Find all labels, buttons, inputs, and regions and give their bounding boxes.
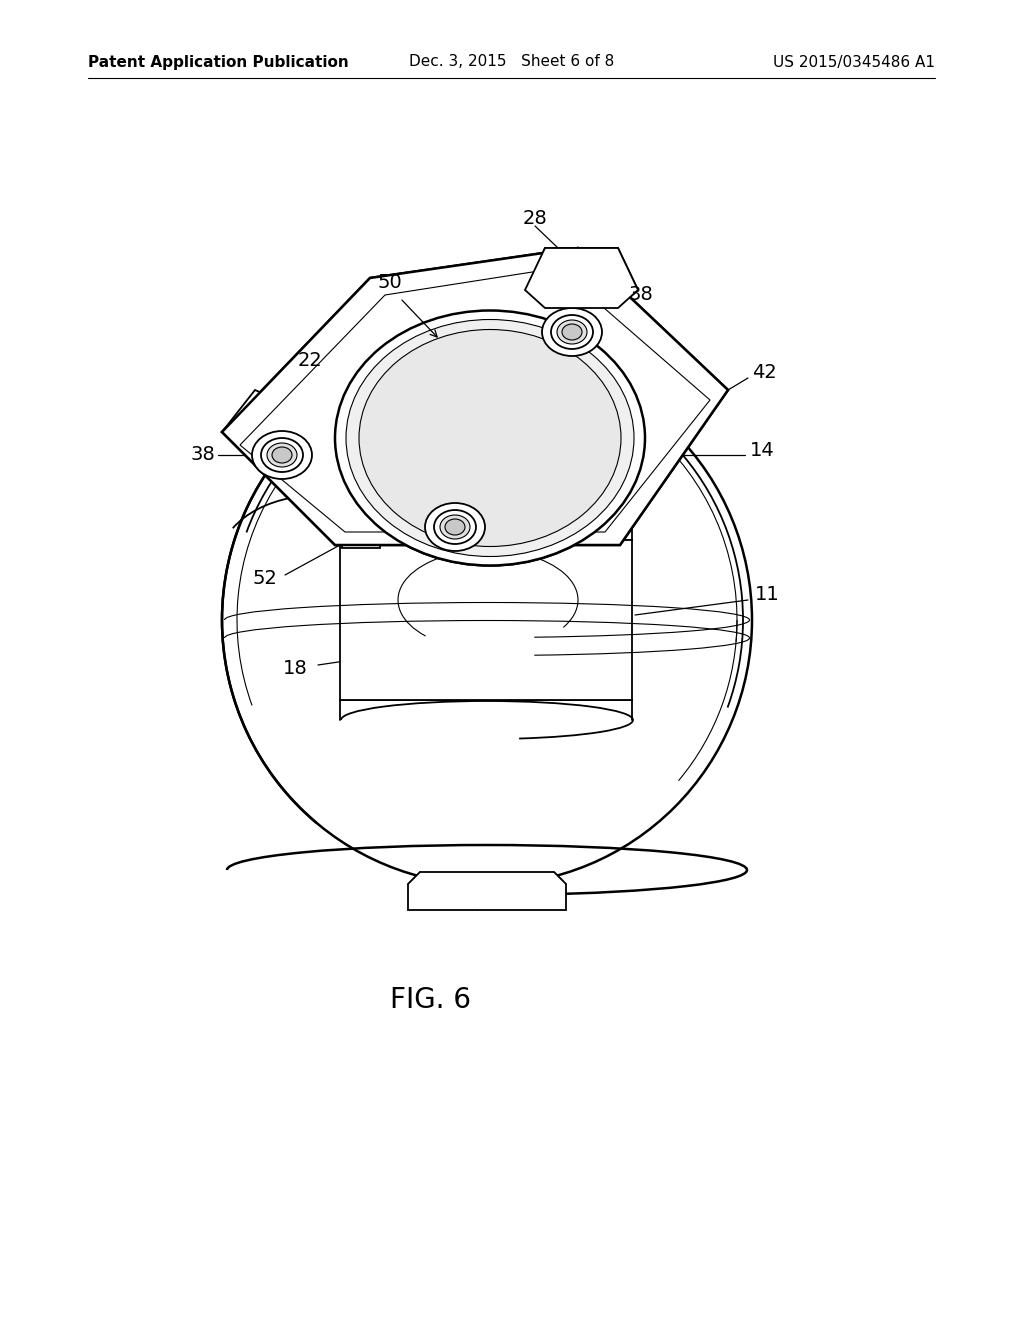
Text: Patent Application Publication: Patent Application Publication [88, 54, 349, 70]
Text: 28: 28 [522, 209, 548, 227]
Ellipse shape [425, 503, 485, 550]
Text: 38: 38 [190, 446, 215, 465]
Polygon shape [490, 508, 528, 548]
Ellipse shape [562, 323, 582, 341]
Ellipse shape [222, 355, 752, 884]
Ellipse shape [231, 364, 743, 876]
Ellipse shape [557, 319, 587, 345]
Ellipse shape [434, 510, 476, 544]
Polygon shape [222, 248, 728, 545]
Ellipse shape [346, 319, 634, 557]
Polygon shape [222, 389, 295, 450]
Text: 14: 14 [750, 441, 775, 459]
Ellipse shape [335, 310, 645, 565]
Polygon shape [408, 873, 566, 909]
Text: 18: 18 [283, 659, 307, 677]
Ellipse shape [267, 444, 297, 467]
Ellipse shape [359, 330, 621, 546]
Polygon shape [340, 540, 632, 700]
Polygon shape [342, 508, 380, 548]
Ellipse shape [252, 432, 312, 479]
Ellipse shape [267, 444, 297, 467]
Ellipse shape [542, 308, 602, 356]
Text: 22: 22 [298, 351, 323, 370]
Polygon shape [537, 257, 628, 298]
Ellipse shape [261, 438, 303, 473]
Text: US 2015/0345486 A1: US 2015/0345486 A1 [773, 54, 935, 70]
Polygon shape [525, 248, 638, 308]
Text: 50: 50 [378, 272, 402, 292]
Ellipse shape [346, 319, 634, 557]
Ellipse shape [551, 315, 593, 348]
Ellipse shape [551, 315, 593, 348]
Ellipse shape [359, 330, 621, 546]
Ellipse shape [542, 308, 602, 356]
Text: 38: 38 [628, 285, 652, 305]
Ellipse shape [252, 432, 312, 479]
Ellipse shape [557, 319, 587, 345]
Ellipse shape [562, 323, 582, 341]
Text: 42: 42 [752, 363, 777, 381]
Polygon shape [240, 268, 710, 532]
Polygon shape [525, 248, 638, 308]
Ellipse shape [425, 503, 485, 550]
Ellipse shape [445, 519, 465, 535]
Ellipse shape [445, 519, 465, 535]
Text: FIG. 6: FIG. 6 [389, 986, 470, 1014]
Ellipse shape [434, 510, 476, 544]
Ellipse shape [440, 515, 470, 539]
Text: 11: 11 [755, 586, 779, 605]
Ellipse shape [261, 438, 303, 473]
Ellipse shape [272, 447, 292, 463]
Text: Dec. 3, 2015   Sheet 6 of 8: Dec. 3, 2015 Sheet 6 of 8 [410, 54, 614, 70]
Ellipse shape [440, 515, 470, 539]
Polygon shape [222, 248, 728, 545]
Text: 52: 52 [253, 569, 278, 587]
Ellipse shape [272, 447, 292, 463]
Ellipse shape [335, 310, 645, 565]
